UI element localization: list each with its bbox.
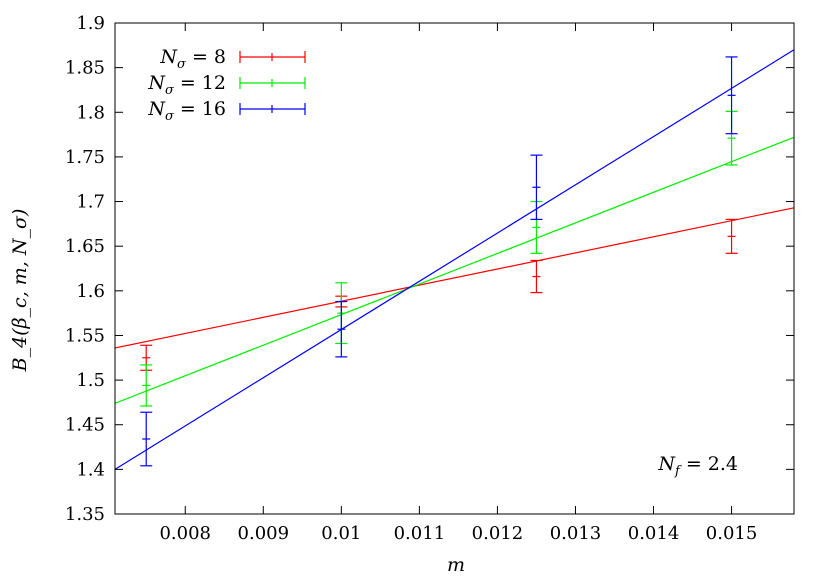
y-tick-label: 1.65 [65,236,105,257]
x-tick-label: 0.011 [394,523,446,544]
fit-line [114,207,795,349]
y-tick-label: 1.8 [76,102,105,123]
y-tick-label: 1.7 [76,192,105,213]
legend-label: Nσ = 8 [159,46,226,72]
y-tick-label: 1.45 [65,415,105,436]
x-tick-label: 0.014 [628,523,680,544]
data-points [140,56,738,467]
fit-lines [114,49,795,470]
y-tick-label: 1.5 [76,370,105,391]
plot-frame [114,22,795,515]
x-tick-label: 0.009 [238,523,290,544]
y-tick-label: 1.85 [65,58,105,79]
x-axis: 0.008 0.009 0.01 0.011 0.012 0.013 0.014 0.015 [159,23,757,544]
x-tick-label: 0.012 [472,523,524,544]
data-point [140,364,153,407]
x-tick-label: 0.015 [706,523,758,544]
y-tick-label: 1.75 [65,147,105,168]
y-axis-label: B_4(β_c, m, N_σ) [9,209,31,373]
legend-label: Nσ = 16 [147,98,226,124]
annotation: Nf = 2.4 [657,453,738,479]
y-axis: 1.35 1.4 1.45 1.5 1.55 1.6 1.65 1.7 1.75 1.8 1.85 1… [65,13,794,525]
y-tick-label: 1.9 [76,13,105,34]
x-tick-label: 0.008 [159,523,211,544]
y-tick-label: 1.4 [76,459,105,480]
legend-label: Nσ = 12 [147,72,226,98]
data-point [725,218,738,254]
y-tick-label: 1.55 [65,325,105,346]
data-point [335,300,348,358]
data-point [140,411,153,467]
x-tick-label: 0.013 [550,523,602,544]
x-tick-label: 0.01 [321,523,361,544]
data-point [725,56,738,135]
x-axis-label: m [447,554,465,576]
fit-line [114,136,795,404]
data-point [530,154,543,220]
y-tick-label: 1.6 [76,281,105,302]
y-tick-label: 1.35 [65,504,105,525]
data-point [530,259,543,294]
fit-line [114,49,795,470]
